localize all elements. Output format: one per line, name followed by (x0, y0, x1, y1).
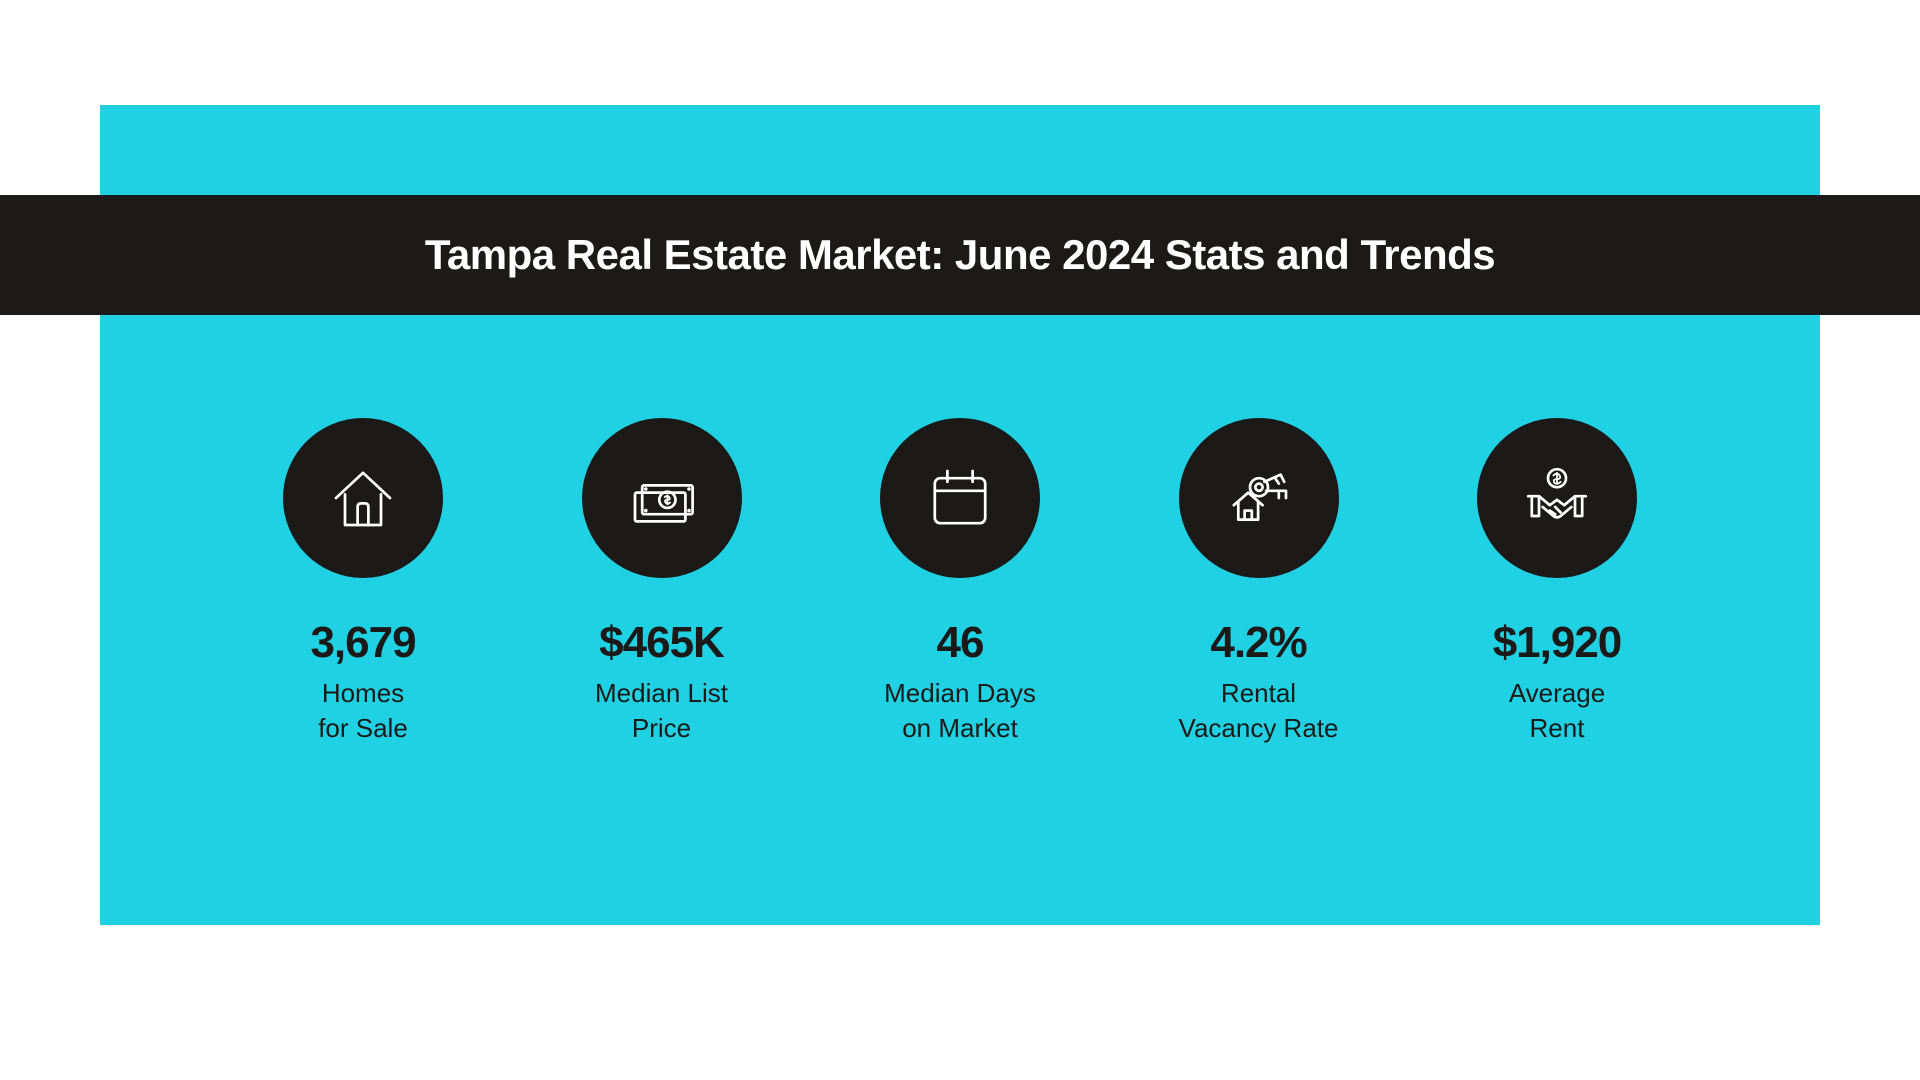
keys-icon (1179, 418, 1339, 578)
stat-label: RentalVacancy Rate (1179, 676, 1339, 746)
page-title: Tampa Real Estate Market: June 2024 Stat… (425, 231, 1495, 279)
stat-median-days: 46 Median Dayson Market (835, 418, 1085, 746)
title-bar: Tampa Real Estate Market: June 2024 Stat… (0, 195, 1920, 315)
stat-value: 3,679 (310, 618, 415, 668)
stat-label: Median Dayson Market (884, 676, 1036, 746)
stat-vacancy-rate: 4.2% RentalVacancy Rate (1134, 418, 1384, 746)
stat-homes-for-sale: 3,679 Homesfor Sale (238, 418, 488, 746)
stat-value: 46 (937, 618, 984, 668)
stat-median-list-price: $465K Median ListPrice (537, 418, 787, 746)
money-icon (582, 418, 742, 578)
stat-value: 4.2% (1210, 618, 1306, 668)
stats-row: 3,679 Homesfor Sale $465K Median ListPri… (238, 418, 1682, 746)
stat-label: AverageRent (1509, 676, 1605, 746)
house-icon (283, 418, 443, 578)
stat-label: Homesfor Sale (318, 676, 408, 746)
stat-label: Median ListPrice (595, 676, 728, 746)
handshake-icon (1477, 418, 1637, 578)
stat-average-rent: $1,920 AverageRent (1432, 418, 1682, 746)
stat-value: $465K (599, 618, 724, 668)
calendar-icon (880, 418, 1040, 578)
stat-value: $1,920 (1493, 618, 1622, 668)
